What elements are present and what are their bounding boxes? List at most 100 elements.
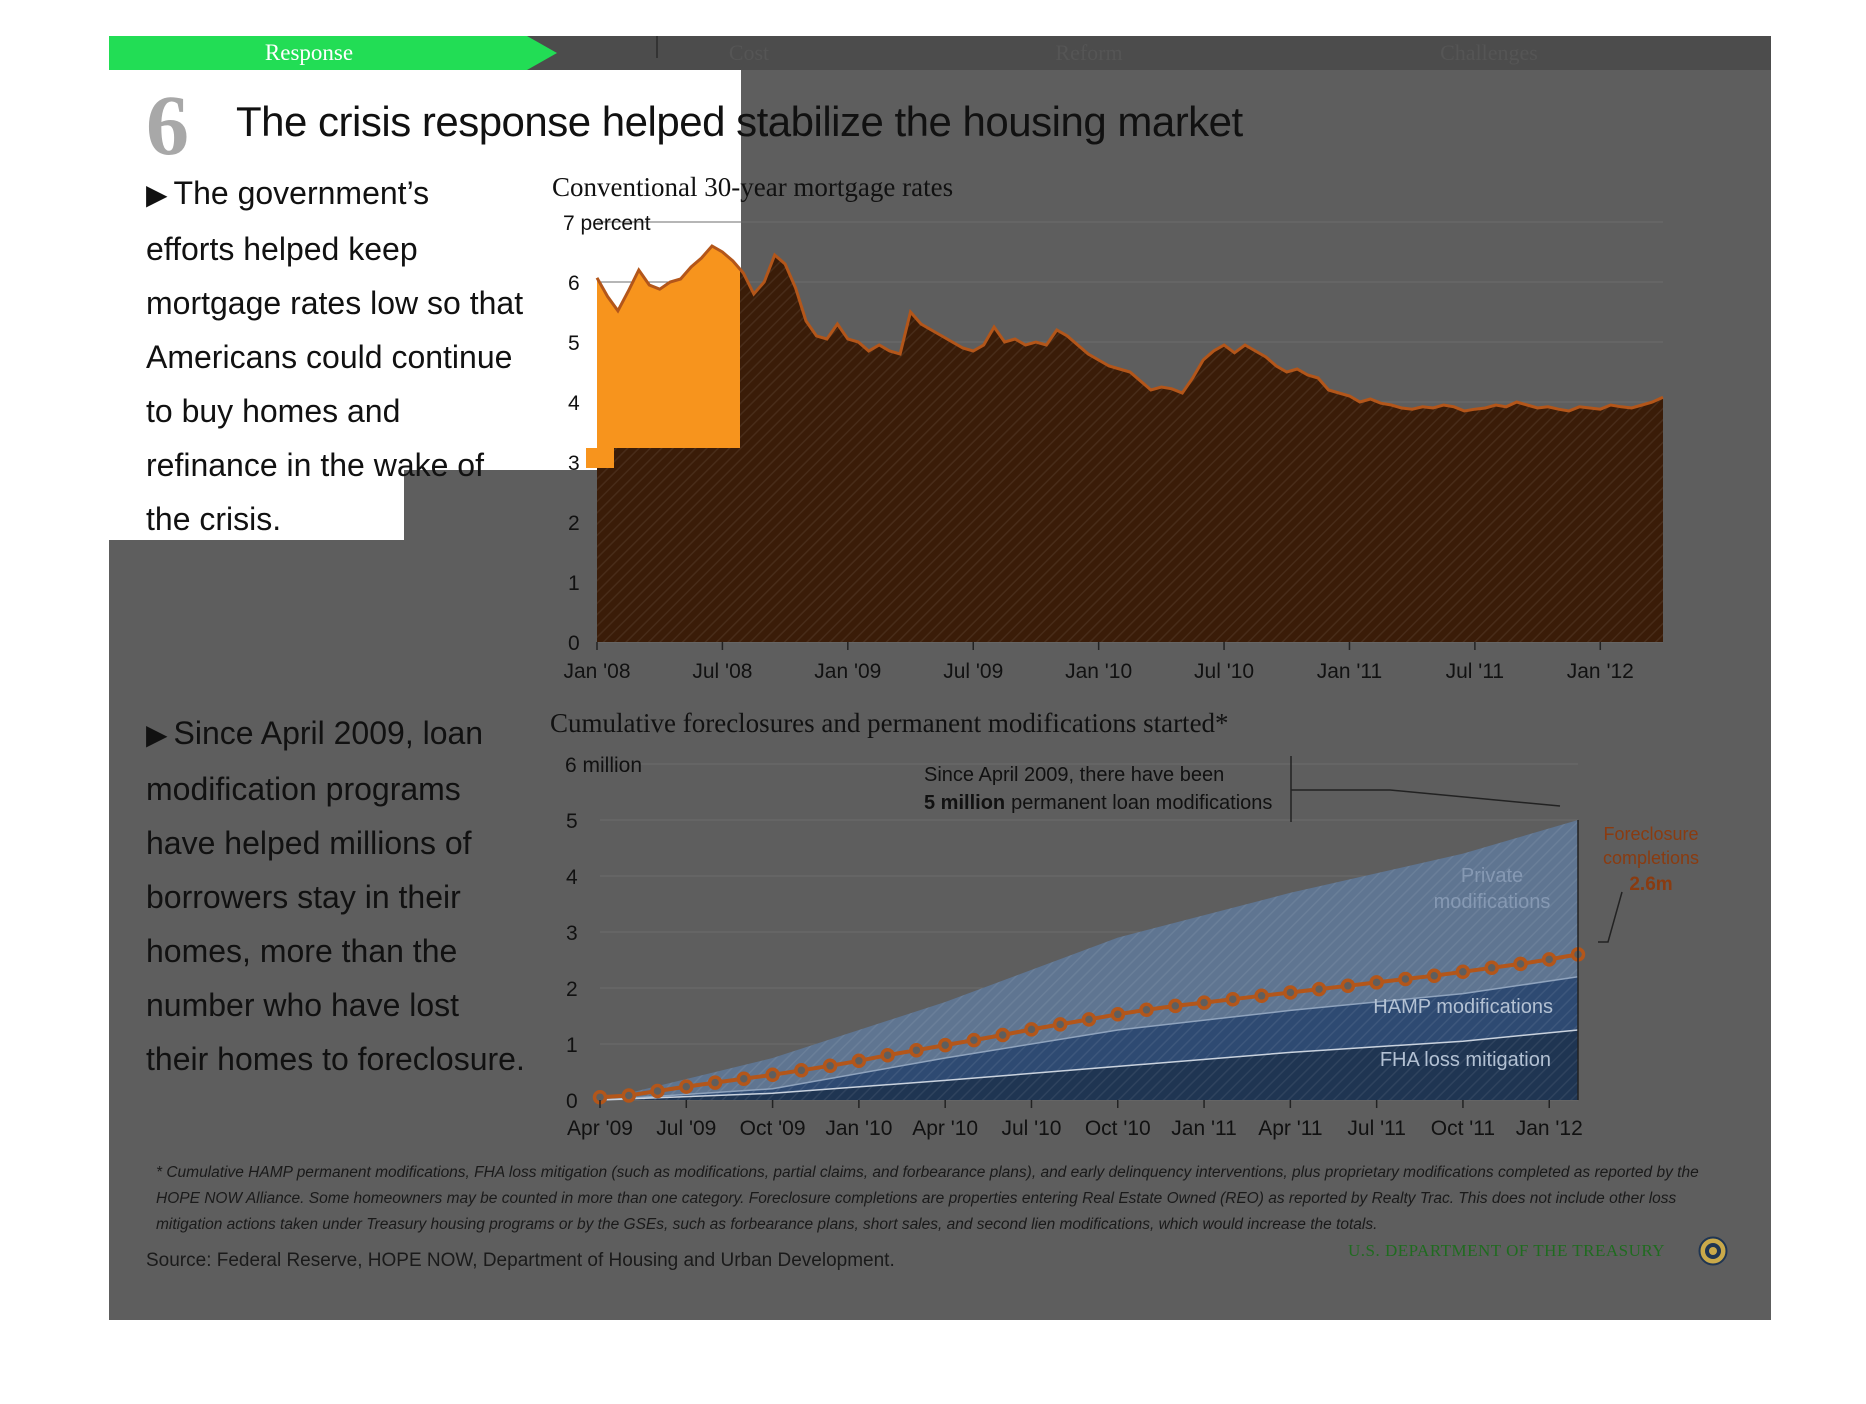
y-tick-label: 2 (568, 512, 580, 535)
foreclosure-point (1398, 971, 1413, 987)
foreclosure-point (1196, 995, 1212, 1010)
play-arrow-icon: ▶ (146, 179, 168, 210)
foreclosure-point (765, 1067, 780, 1083)
foreclosure-chart-title: Cumulative foreclosures and permanent mo… (550, 708, 1229, 738)
mortgage-rate-area-texture (597, 246, 1663, 642)
x-tick-label: Jul '11 (1446, 660, 1505, 683)
foreclosure-point (1484, 960, 1499, 976)
foreclosure-point (1254, 988, 1269, 1004)
total-callout-line1: Since April 2009, there have been (924, 764, 1224, 786)
total-callout-line2: 5 million permanent loan modifications (924, 792, 1272, 814)
treasury-seal-icon (1698, 1236, 1728, 1266)
x-tick-label: Jul '09 (943, 660, 1003, 683)
modifications-area-texture (600, 820, 1578, 1100)
nav-tab-challenges[interactable]: Challenges (1440, 40, 1538, 65)
x-tick-label: Oct '09 (740, 1117, 806, 1140)
bullet-loan-modifications: ▶ Since April 2009, loan modification pro… (146, 706, 526, 1086)
bullet-text: The government’s efforts helped keep mor… (146, 175, 524, 537)
bullet-text: Since April 2009, loan modification prog… (146, 715, 525, 1077)
text-panel-bottom (109, 470, 404, 540)
foreclosure-point (880, 1047, 895, 1063)
private-modifications-label-1: Private (1461, 865, 1523, 887)
x-tick-label: Jul '10 (1194, 660, 1254, 683)
nav-tab-cost[interactable]: Cost (728, 40, 770, 65)
foreclosure-point (1426, 968, 1442, 983)
page-title: The crisis response helped stabilize the… (236, 98, 1243, 145)
y-tick-label: 4 (566, 866, 578, 889)
mortgage-rate-line (595, 244, 1664, 413)
x-tick-label: Jan '09 (814, 660, 881, 683)
foreclosure-point (966, 1032, 982, 1048)
x-tick-label: Jan '08 (563, 660, 630, 683)
foreclosure-point (1311, 981, 1327, 997)
x-tick-label: Apr '09 (567, 1117, 633, 1140)
foreclosure-point (1340, 978, 1356, 994)
foreclosure-point (1052, 1017, 1068, 1032)
foreclosure-point (822, 1058, 838, 1074)
y-tick-label: 1 (568, 572, 580, 595)
foreclosure-chart-x-axis: Apr '09 Jul '09 Oct '09 Jan '10 Apr '10 Jul '… (567, 1100, 1583, 1140)
private-modifications-label-2: modifications (1434, 891, 1551, 913)
mortgage-chart-y-axis: 0 1 2 3 4 5 6 7 percent (563, 212, 651, 655)
x-tick-label: Jan '12 (1567, 660, 1634, 683)
highlight-tab (586, 448, 614, 468)
nav-tab-reform[interactable]: Reform (1055, 40, 1123, 65)
mortgage-chart-x-axis: Jan '08 Jul '08 Jan '09 Jul '09 Jan '10 Jul '… (563, 642, 1634, 683)
footnote: * Cumulative HAMP permanent modification… (156, 1164, 1699, 1233)
x-tick-label: Jul '11 (1347, 1117, 1406, 1140)
x-tick-label: Jan '10 (825, 1117, 892, 1140)
x-tick-label: Jul '10 (1001, 1117, 1061, 1140)
foreclosure-point (1081, 1012, 1097, 1027)
foreclosure-point (1139, 1002, 1154, 1018)
foreclosure-point (1225, 991, 1241, 1007)
y-tick-label: 0 (568, 632, 580, 655)
bullet-mortgage-rates: ▶ The government’s efforts helped keep mo… (146, 166, 526, 546)
foreclosure-point (736, 1071, 752, 1086)
nav-divider (656, 36, 658, 58)
nav-active-arrow-shape (109, 36, 557, 70)
y-tick-label: 5 (568, 332, 580, 355)
y-tick-label: 5 (566, 810, 578, 833)
y-tick-label: 3 (566, 922, 578, 945)
agency-name: U.S. DEPARTMENT OF THE TREASURY (1348, 1241, 1666, 1260)
section-number: 6 (146, 77, 189, 173)
foreclosure-point (794, 1063, 809, 1078)
foreclosure-point (1110, 1007, 1126, 1022)
total-callout-suffix: permanent loan modifications (1011, 792, 1272, 814)
hamp-boundary-line (599, 976, 1579, 1101)
foreclosure-chart-y-axis: 0 1 2 3 4 5 6 million (565, 754, 642, 1113)
mortgage-rate-chart: Conventional 30-year mortgage rates 0 1 2 3… (552, 172, 1664, 683)
hamp-modifications-label: HAMP modifications (1373, 996, 1553, 1018)
y-tick-label: 2 (566, 978, 578, 1001)
foreclosure-point (995, 1027, 1010, 1043)
total-callout-leader (1291, 789, 1561, 807)
foreclosure-point (1369, 975, 1384, 990)
y-tick-label: 1 (566, 1034, 578, 1057)
source-note: Source: Federal Reserve, HOPE NOW, Depar… (146, 1250, 895, 1271)
foreclosure-point (707, 1075, 723, 1090)
play-arrow-icon: ▶ (146, 719, 168, 750)
fha-loss-mitigation-label: FHA loss mitigation (1380, 1049, 1551, 1071)
nav-tab-response[interactable]: Response (109, 36, 557, 70)
foreclosure-point (1455, 964, 1471, 980)
foreclosure-point (1283, 985, 1298, 1000)
x-tick-label: Oct '10 (1085, 1117, 1151, 1140)
foreclosure-label-1: Foreclosure (1603, 824, 1698, 844)
mortgage-chart-title: Conventional 30-year mortgage rates (552, 172, 953, 202)
foreclosure-point (621, 1088, 637, 1103)
foreclosure-point (909, 1042, 924, 1058)
foreclosure-point (937, 1037, 953, 1053)
x-tick-label: Apr '11 (1258, 1117, 1322, 1140)
fha-boundary-line (599, 1029, 1579, 1101)
foreclosure-value-label: 2.6m (1629, 874, 1672, 895)
nav-active-label: Response (264, 40, 354, 65)
foreclosure-callout-leader (1598, 891, 1623, 943)
foreclosure-point (1024, 1022, 1039, 1037)
x-tick-label: Oct '11 (1431, 1117, 1495, 1140)
foreclosure-points (592, 947, 1586, 1105)
y-tick-label: 0 (566, 1090, 578, 1113)
x-tick-label: Jan '11 (1317, 660, 1383, 683)
foreclosure-point (679, 1079, 694, 1094)
total-callout-value: 5 million (924, 792, 1005, 814)
